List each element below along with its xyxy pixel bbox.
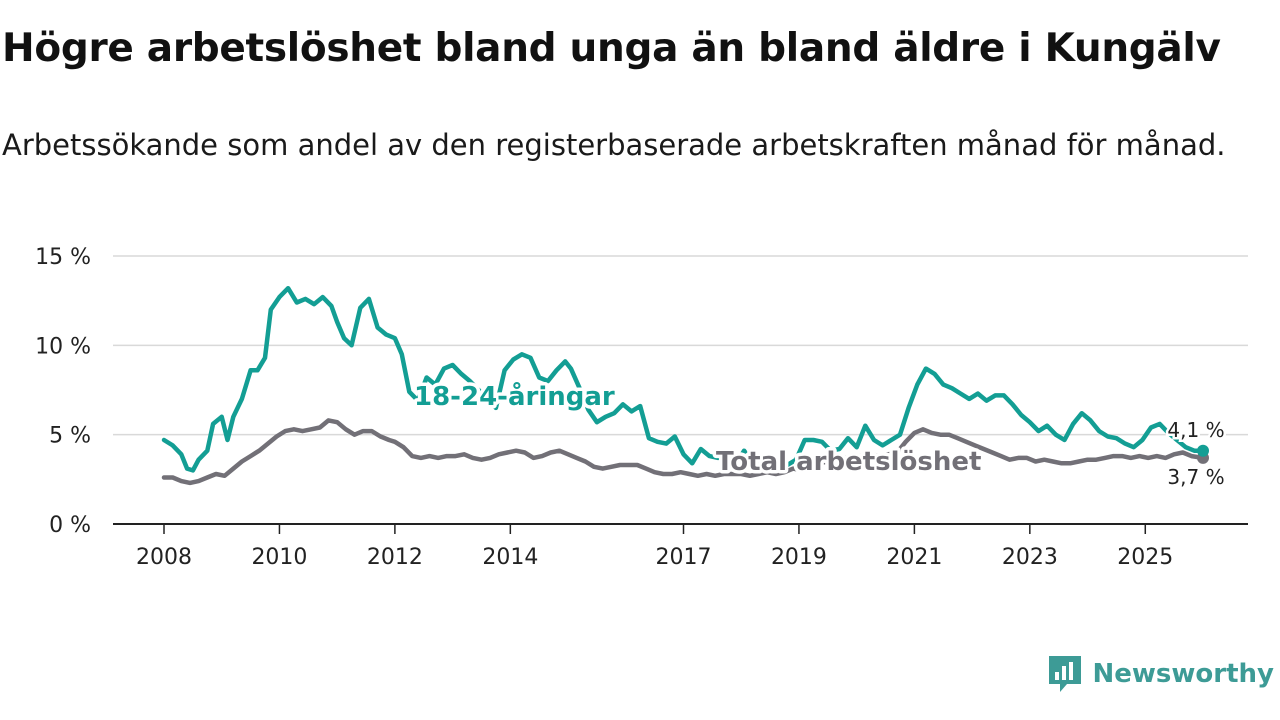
y-tick-label: 15 % bbox=[35, 245, 91, 270]
y-tick-label: 5 % bbox=[49, 424, 91, 449]
series-line-youth bbox=[161, 285, 1206, 473]
x-tick-label: 2014 bbox=[482, 545, 538, 570]
y-tick-label: 10 % bbox=[35, 334, 91, 359]
x-tick-label: 2021 bbox=[886, 545, 942, 570]
brand-name: Newsworthy bbox=[1092, 659, 1274, 689]
y-tick-label: 0 % bbox=[49, 513, 91, 538]
chart-title: Högre arbetslöshet bland unga än bland ä… bbox=[2, 26, 1221, 71]
series-label-total: Total arbetslöshet bbox=[716, 447, 981, 477]
series-line-total bbox=[161, 418, 1206, 486]
x-tick-label: 2023 bbox=[1002, 545, 1058, 570]
end-label-total: 3,7 % bbox=[1167, 465, 1224, 489]
x-tick-label: 2010 bbox=[251, 545, 307, 570]
bar-chart-icon bbox=[1048, 656, 1081, 692]
x-tick-label: 2012 bbox=[367, 545, 423, 570]
x-tick-label: 2025 bbox=[1117, 545, 1173, 570]
x-tick-label: 2008 bbox=[136, 545, 192, 570]
end-marker-youth bbox=[1197, 444, 1209, 457]
brand-logo: Newsworthy bbox=[1047, 654, 1274, 694]
x-tick-label: 2019 bbox=[771, 545, 827, 570]
end-label-youth: 4,1 % bbox=[1167, 418, 1224, 442]
x-tick-label: 2017 bbox=[656, 545, 712, 570]
chart-subtitle: Arbetssökande som andel av den registerb… bbox=[2, 128, 1226, 162]
series-label-youth: 18-24-åringar bbox=[414, 380, 615, 412]
